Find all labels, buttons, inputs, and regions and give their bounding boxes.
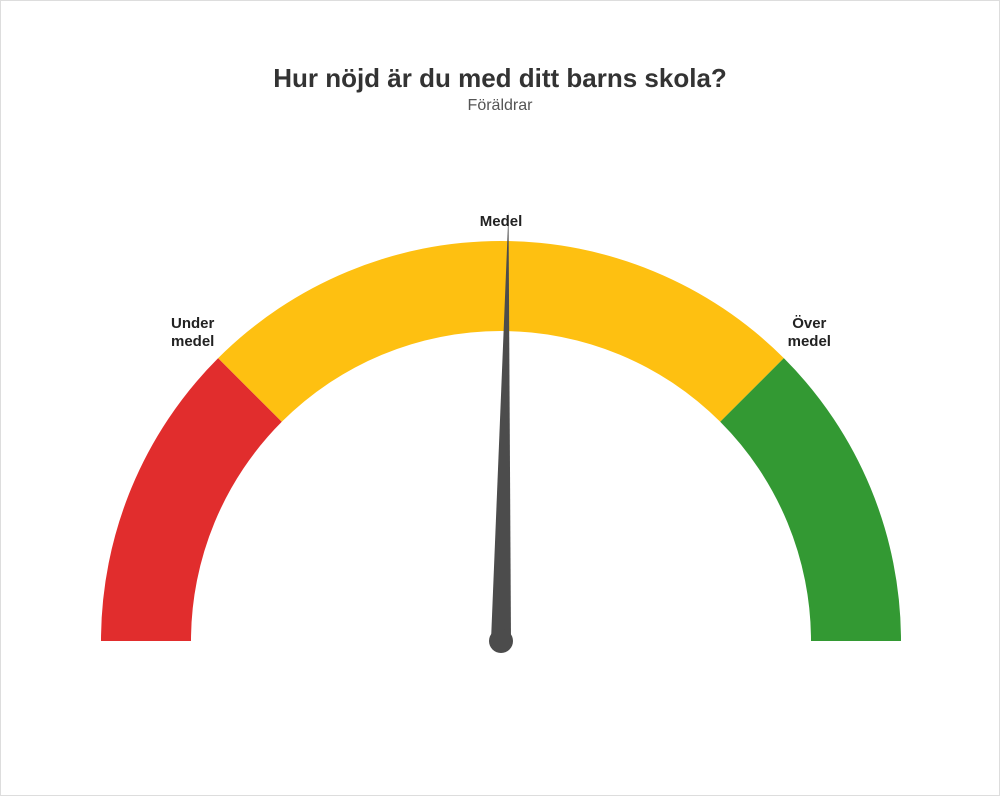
gauge-segment-0 xyxy=(101,358,282,641)
label-under-medel-line2: medel xyxy=(171,333,214,350)
label-over-medel-line1: Över xyxy=(792,315,826,332)
gauge-segment-1 xyxy=(218,241,784,422)
label-under-medel: Under medel xyxy=(163,315,223,353)
label-over-medel-line2: medel xyxy=(788,333,831,350)
gauge-segment-2 xyxy=(720,358,901,641)
gauge-card: Hur nöjd är du med ditt barns skola? För… xyxy=(0,0,1000,796)
gauge-chart xyxy=(1,1,1000,797)
label-over-medel: Över medel xyxy=(779,315,839,353)
label-medel: Medel xyxy=(471,213,531,232)
gauge-hub xyxy=(489,629,513,653)
label-under-medel-line1: Under xyxy=(171,315,214,332)
